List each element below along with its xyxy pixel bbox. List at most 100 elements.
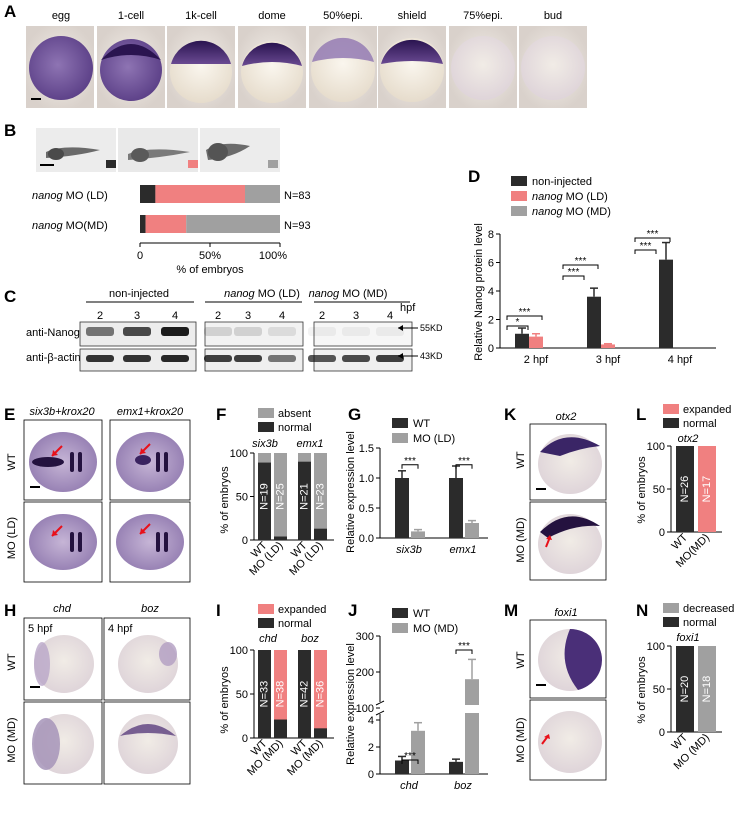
actin-band-g1-l1 [86,355,114,362]
stage-label-75epi: 75%epi. [463,10,503,22]
c-lane-g1-2: 2 [97,310,103,322]
l-bar-normal-0 [676,446,694,532]
stage-label-bud: bud [544,10,562,22]
i-bar-top-3 [314,650,327,738]
stage-label-50epi: 50%epi. [323,10,363,22]
k-row-label-2: MO (MD) [515,517,527,562]
j-ytick-0: 0 [368,769,374,781]
n-ytick-0: 0 [659,727,665,739]
c-lane-g3-2: 2 [319,310,325,322]
f-bar-normal-2 [298,461,311,540]
d-sig-5: *** [647,229,659,240]
j-sig-0: *** [404,751,416,762]
panel-b: nanog MO (LD) nanog MO(MD) N=83 N=93 0 5… [32,128,311,276]
j-legend-2: MO (MD) [413,623,458,635]
h-col-label-1: chd [53,603,72,615]
c-lane-g1-4: 4 [172,310,178,322]
f-group-1: six3b [252,438,278,450]
n-legend-1: decreased [683,603,734,615]
h-stage-tag-1: 5 hpf [28,623,53,635]
panel-label-n: N [636,601,648,620]
g-bar-1-0 [449,478,463,538]
g-ytick-2: 1.0 [359,473,374,485]
k-title: otx2 [556,411,577,423]
c-lane-g2-3: 3 [245,310,251,322]
d-ytick-3: 6 [488,258,494,270]
n-legend-2: normal [683,617,717,629]
f-bar-normal-0 [258,462,271,540]
e-col-label-2: emx1+krox20 [117,406,184,418]
d-xtick-1: 3 hpf [596,354,621,366]
m-row-label-1: WT [515,651,527,668]
d-legend-3: nanog MO (MD) [532,206,611,218]
panel-label-l: L [636,405,646,424]
i-n-2: N=42 [298,681,310,708]
i-bar-normal-0 [258,650,271,738]
c-marker-43: 43KD [420,351,443,361]
i-group-1: chd [259,633,278,645]
i-bar-top-1 [274,650,287,738]
b-xtick-50: 50% [199,250,221,262]
f-n-2: N=21 [298,483,310,510]
nanog-band-g3-l2 [342,327,370,336]
b-xtick-0: 0 [137,250,143,262]
panel-label-m: M [504,601,518,620]
g-ytick-3: 1.5 [359,443,374,455]
embryo-1-cell [100,39,162,101]
j-bar-0-0 [395,760,409,774]
nanog-band-g3-l1 [308,327,336,336]
l-n-0: N=26 [679,476,691,503]
b-row-label-2: nanog MO(MD) [32,220,108,232]
panel-j: WT MO (MD) Relative expression level 0 2 4… [345,608,488,792]
b-bar-row2-seg2 [145,215,187,233]
nanog-band-g2-l3 [268,327,296,336]
actin-band-g1-l2 [123,355,151,362]
actin-band-g1-l3 [161,355,189,362]
c-hpf-unit: hpf [400,302,416,314]
g-legend-2: MO (LD) [413,433,455,445]
d-ytick-0: 0 [488,343,494,355]
embryo-bud [521,36,585,100]
g-legend-1: WT [413,418,430,430]
legend-swatch-b-1 [106,160,116,168]
c-row-label-nanog: anti-Nanog [26,327,80,339]
j-bar-0-1 [411,730,425,774]
k-row-label-1: WT [515,451,527,468]
l-title: otx2 [678,433,699,445]
b-bar-row1-seg1 [140,185,156,203]
panel-n: decreased normal foxi1 % of embryos 0 50 1… [636,603,734,772]
panel-a: egg 1-cell 1k-cell dome 50%epi. shield 7… [26,10,587,108]
g-ylabel: Relative expression level [345,431,357,553]
nanog-band-g1-l3 [161,327,189,336]
panel-label-h: H [4,601,16,620]
panel-g: WT MO (LD) Relative expression level 0.0… [345,418,488,556]
n-ytick-2: 100 [647,641,665,653]
c-lane-g1-3: 3 [134,310,140,322]
d-ytick-4: 8 [488,229,494,241]
d-legend-2: nanog MO (LD) [532,191,608,203]
panel-m: foxi1 WT MO (MD) [515,607,607,781]
embryo-1k-cell [170,40,232,103]
f-legend-2: normal [278,422,312,434]
i-ytick-1: 50 [236,689,248,701]
n-ylabel: % of embryos [636,656,648,724]
panel-i: expanded normal chd boz % of embryos 0 50… [219,604,334,778]
c-lane-g3-4: 4 [387,310,393,322]
legend-swatch-b-2 [188,160,198,168]
embryo-50epi [311,37,375,102]
i-n-1: N=38 [274,681,286,708]
e-row-label-2: MO (LD) [6,517,18,559]
c-lane-g2-2: 2 [215,310,221,322]
d-bar-1-0 [587,296,601,348]
g-bar-0-1 [411,531,425,538]
b-xtick-100: 100% [259,250,287,262]
panel-d: non-injected nanog MO (LD) nanog MO (MD)… [473,176,716,366]
c-group-label-1: non-injected [109,288,169,300]
d-ytick-1: 2 [488,315,494,327]
e-col-label-1: six3b+krox20 [29,406,95,418]
i-bar-normal-2 [298,650,311,738]
f-group-2: emx1 [297,438,324,450]
h-stage-tag-2: 4 hpf [108,623,133,635]
d-bar-1-1 [601,344,615,348]
embryo-shield [380,38,444,102]
